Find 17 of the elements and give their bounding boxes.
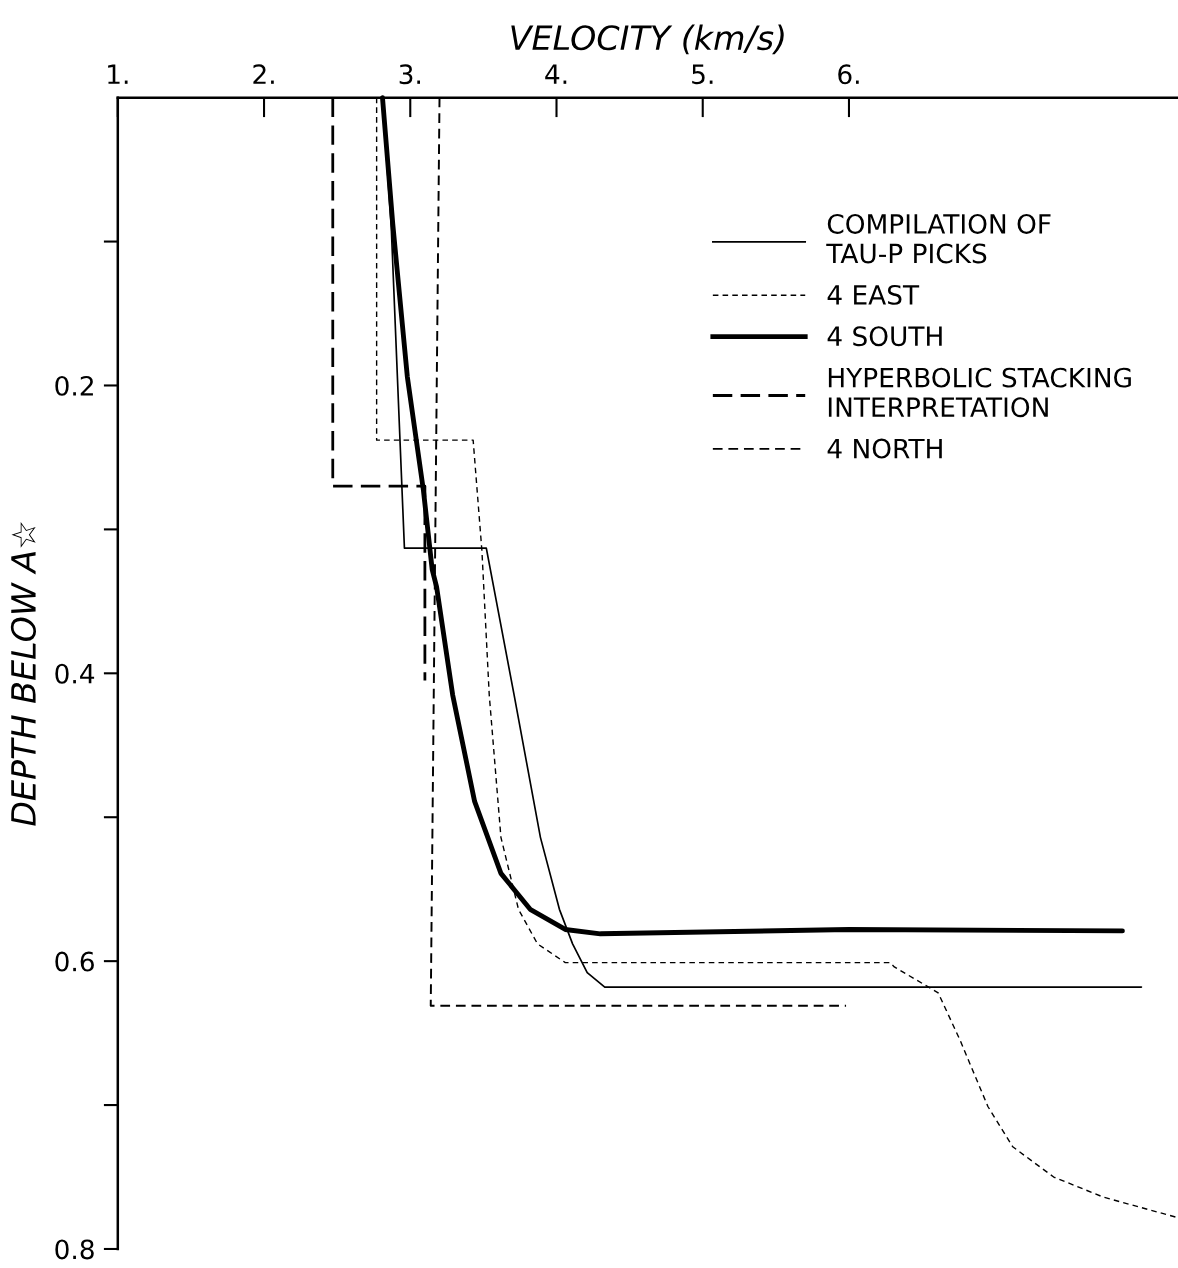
y-tick-label: 0.8 — [55, 1239, 94, 1260]
y-tick-label: 0.2 — [55, 375, 93, 396]
legend-label: 4 NORTH — [827, 438, 942, 459]
legend-label: COMPILATION OF TAU-P PICKS — [826, 213, 1051, 264]
y-tick-label: 0.4 — [55, 663, 95, 684]
y-tick-label: 0.6 — [55, 951, 94, 972]
x-tick-label: 5. — [692, 64, 713, 85]
x-tick-label: 1. — [108, 64, 128, 84]
y-axis-title: DEPTH BELOW A☆ — [10, 522, 37, 826]
x-axis-title: VELOCITY (km/s) — [511, 24, 784, 55]
x-tick-label: 6. — [838, 64, 859, 85]
x-tick-label: 2. — [253, 64, 274, 84]
x-tick-label: 4. — [545, 64, 567, 84]
legend-label: 4 SOUTH — [827, 326, 942, 347]
legend-label: HYPERBOLIC STACKING INTERPRETATION — [828, 367, 1131, 418]
x-tick-label: 3. — [399, 64, 421, 85]
legend-label: 4 EAST — [827, 284, 920, 305]
